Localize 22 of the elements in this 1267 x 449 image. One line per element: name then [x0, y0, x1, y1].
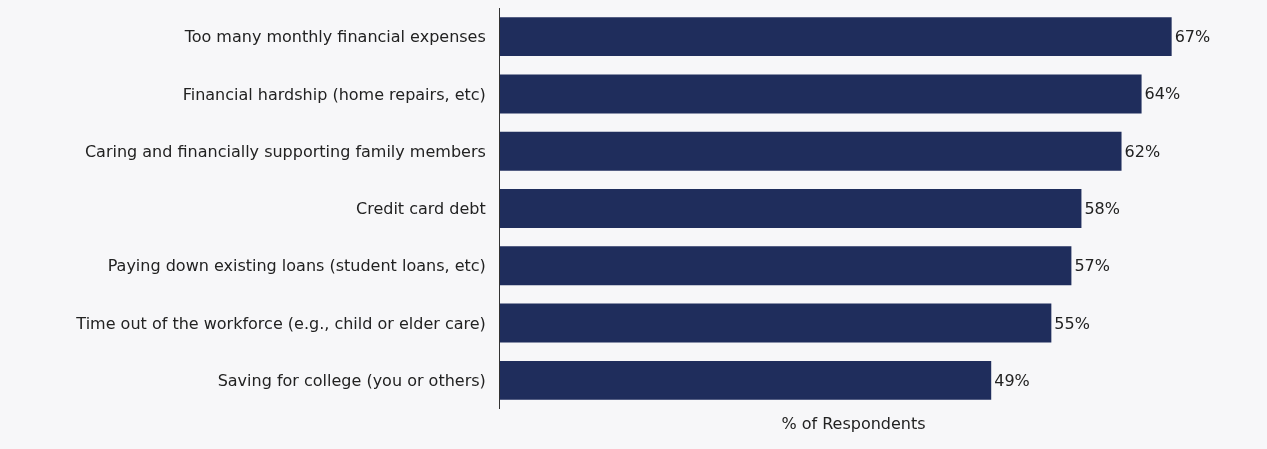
y-tick-label: Paying down existing loans (student loans, etc): [107, 256, 486, 276]
bar: [500, 189, 1082, 228]
bar: [500, 360, 992, 400]
bar: [500, 17, 1172, 57]
bar: [500, 74, 1142, 114]
y-tick-label: Time out of the workforce (e.g., child or elder care): [75, 313, 486, 333]
y-tick-label: Caring and financially supporting family members: [84, 141, 486, 161]
x-axis-title: % of Respondents: [781, 413, 926, 433]
data-label: 64%: [1144, 84, 1181, 104]
data-label: 55%: [1054, 313, 1090, 333]
y-tick-label: Credit card debt: [356, 199, 486, 219]
y-tick-label: Too many monthly financial expenses: [183, 27, 486, 47]
data-label: 67%: [1174, 27, 1211, 47]
bar: [500, 131, 1122, 171]
bar: [500, 246, 1072, 286]
data-label: 57%: [1074, 256, 1110, 276]
y-tick-label: Financial hardship (home repairs, etc): [182, 84, 486, 104]
data-label: 62%: [1124, 141, 1161, 161]
bar: [500, 303, 1052, 343]
data-label: 58%: [1084, 199, 1120, 218]
data-label: 49%: [994, 370, 1030, 390]
y-tick-label: Saving for college (you or others): [217, 370, 486, 390]
